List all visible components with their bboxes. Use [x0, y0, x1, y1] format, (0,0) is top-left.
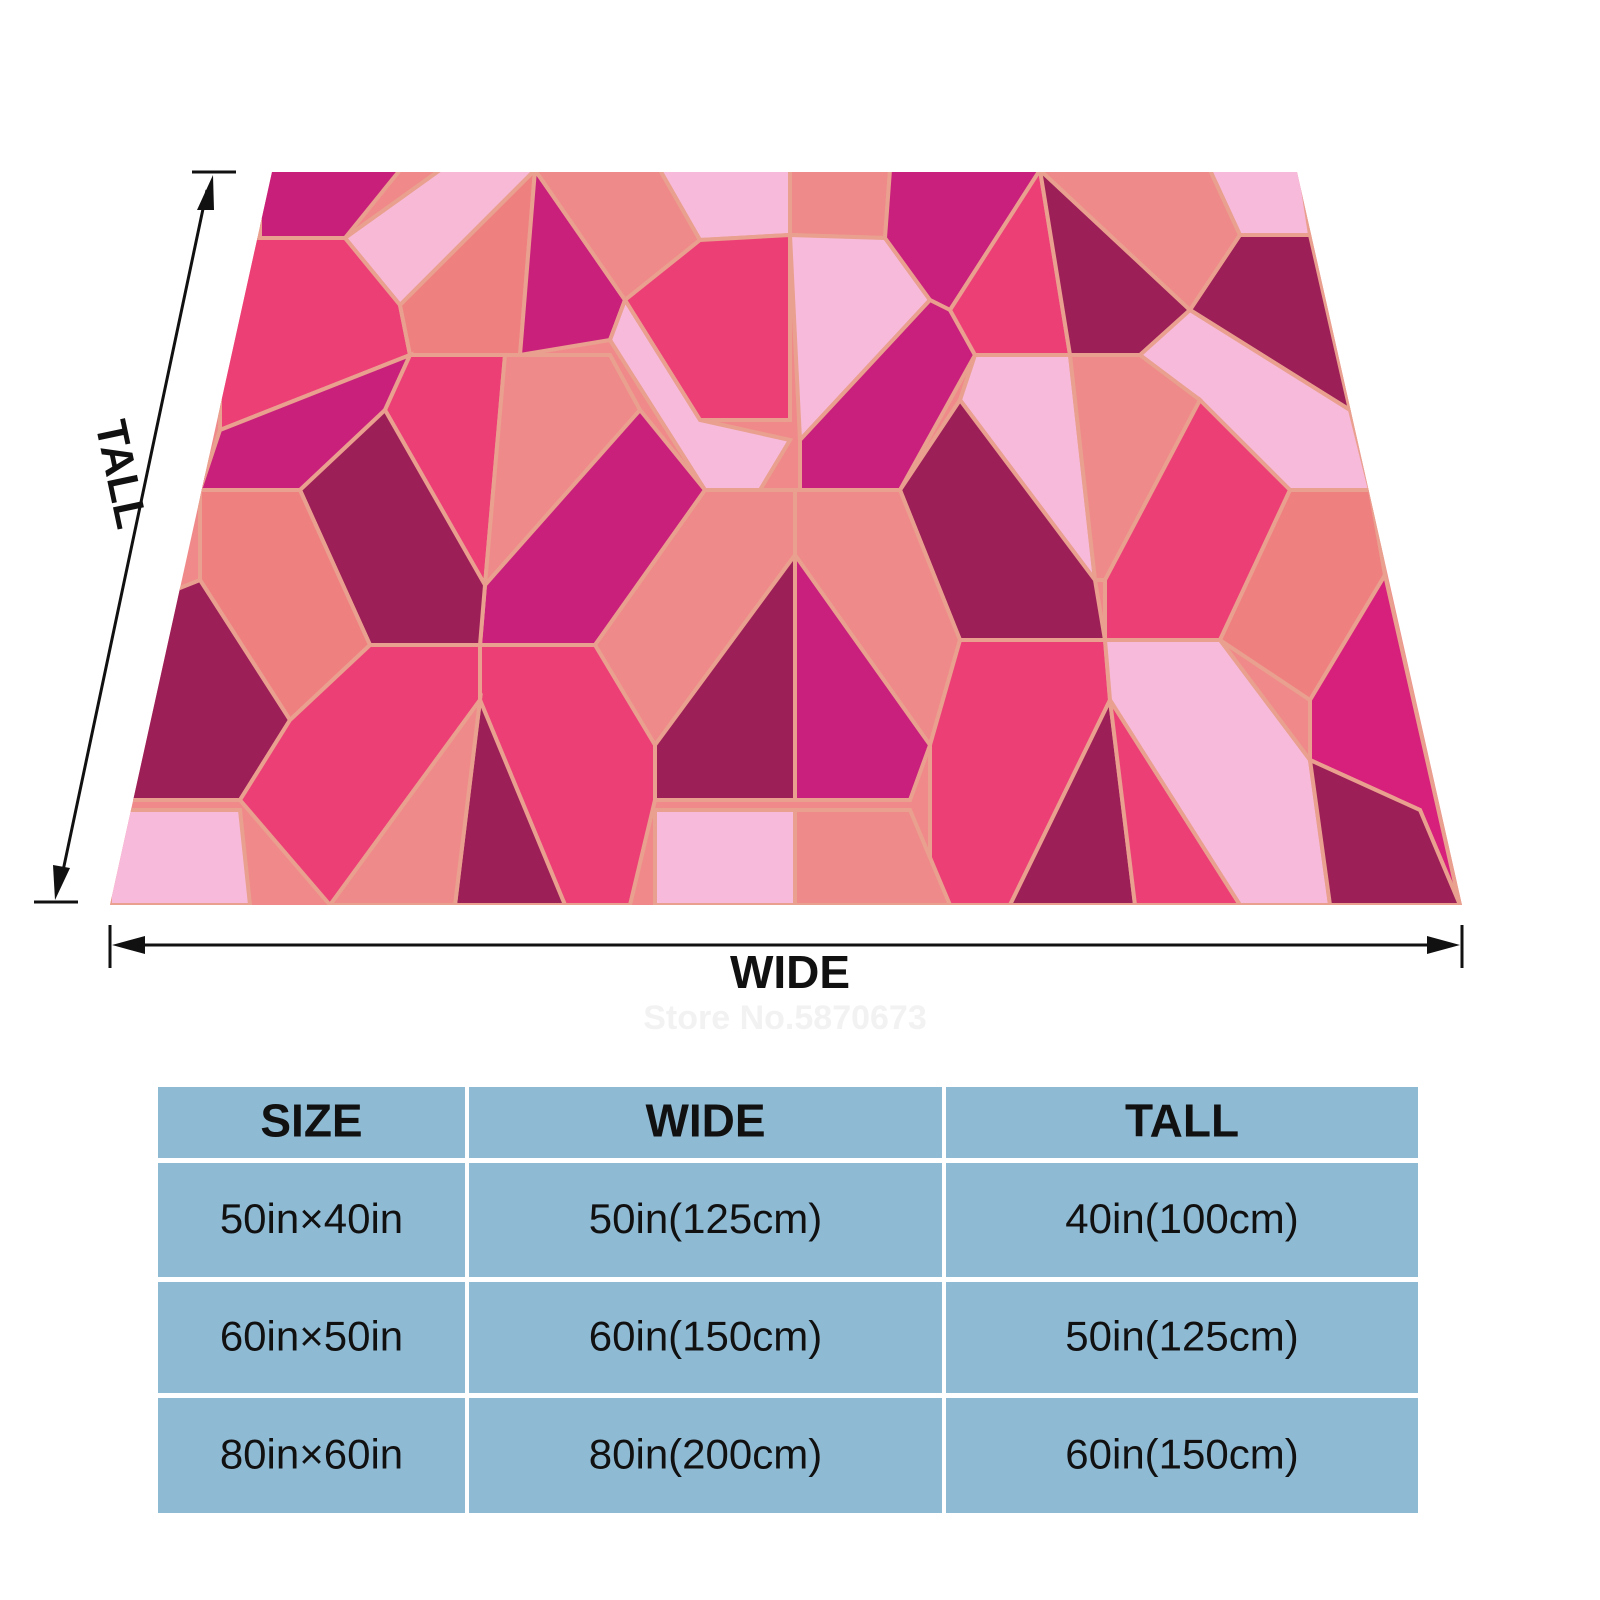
cell-text: 80in(200cm) [589, 1431, 822, 1478]
table-cell [946, 1282, 1418, 1393]
table-cell [158, 1282, 465, 1393]
table-cell [946, 1163, 1418, 1277]
blanket [110, 172, 1462, 905]
table-cell [469, 1398, 942, 1513]
tall-label: TALL [86, 416, 157, 533]
header-text: WIDE [645, 1095, 765, 1147]
size-table: SIZE WIDE TALL 50in×40in 50in(125cm) 40in(100… [158, 1087, 1418, 1513]
table-cell [158, 1087, 465, 1158]
table-cell [946, 1087, 1418, 1158]
cell-text: 50in×40in [220, 1195, 403, 1242]
wide-label: WIDE [730, 946, 850, 998]
cell-text: 60in(150cm) [1065, 1431, 1298, 1478]
header-text: TALL [1125, 1095, 1239, 1147]
table-cell [469, 1282, 942, 1393]
tall-dimension [34, 170, 236, 904]
cell-text: 60in×50in [220, 1313, 403, 1360]
table-cell [946, 1398, 1418, 1513]
table-cell [158, 1398, 465, 1513]
cell-text: 50in(125cm) [589, 1195, 822, 1242]
cell-text: 50in(125cm) [1065, 1313, 1298, 1360]
cell-text: 60in(150cm) [589, 1313, 822, 1360]
table-cell [158, 1163, 465, 1277]
watermark: Store No.5870673 [643, 999, 927, 1037]
table-cell [469, 1087, 942, 1158]
table-cell [469, 1163, 942, 1277]
cell-text: 80in×60in [220, 1431, 403, 1478]
wide-dimension [108, 925, 1464, 968]
cell-text: 40in(100cm) [1065, 1195, 1298, 1242]
header-text: SIZE [260, 1095, 362, 1147]
